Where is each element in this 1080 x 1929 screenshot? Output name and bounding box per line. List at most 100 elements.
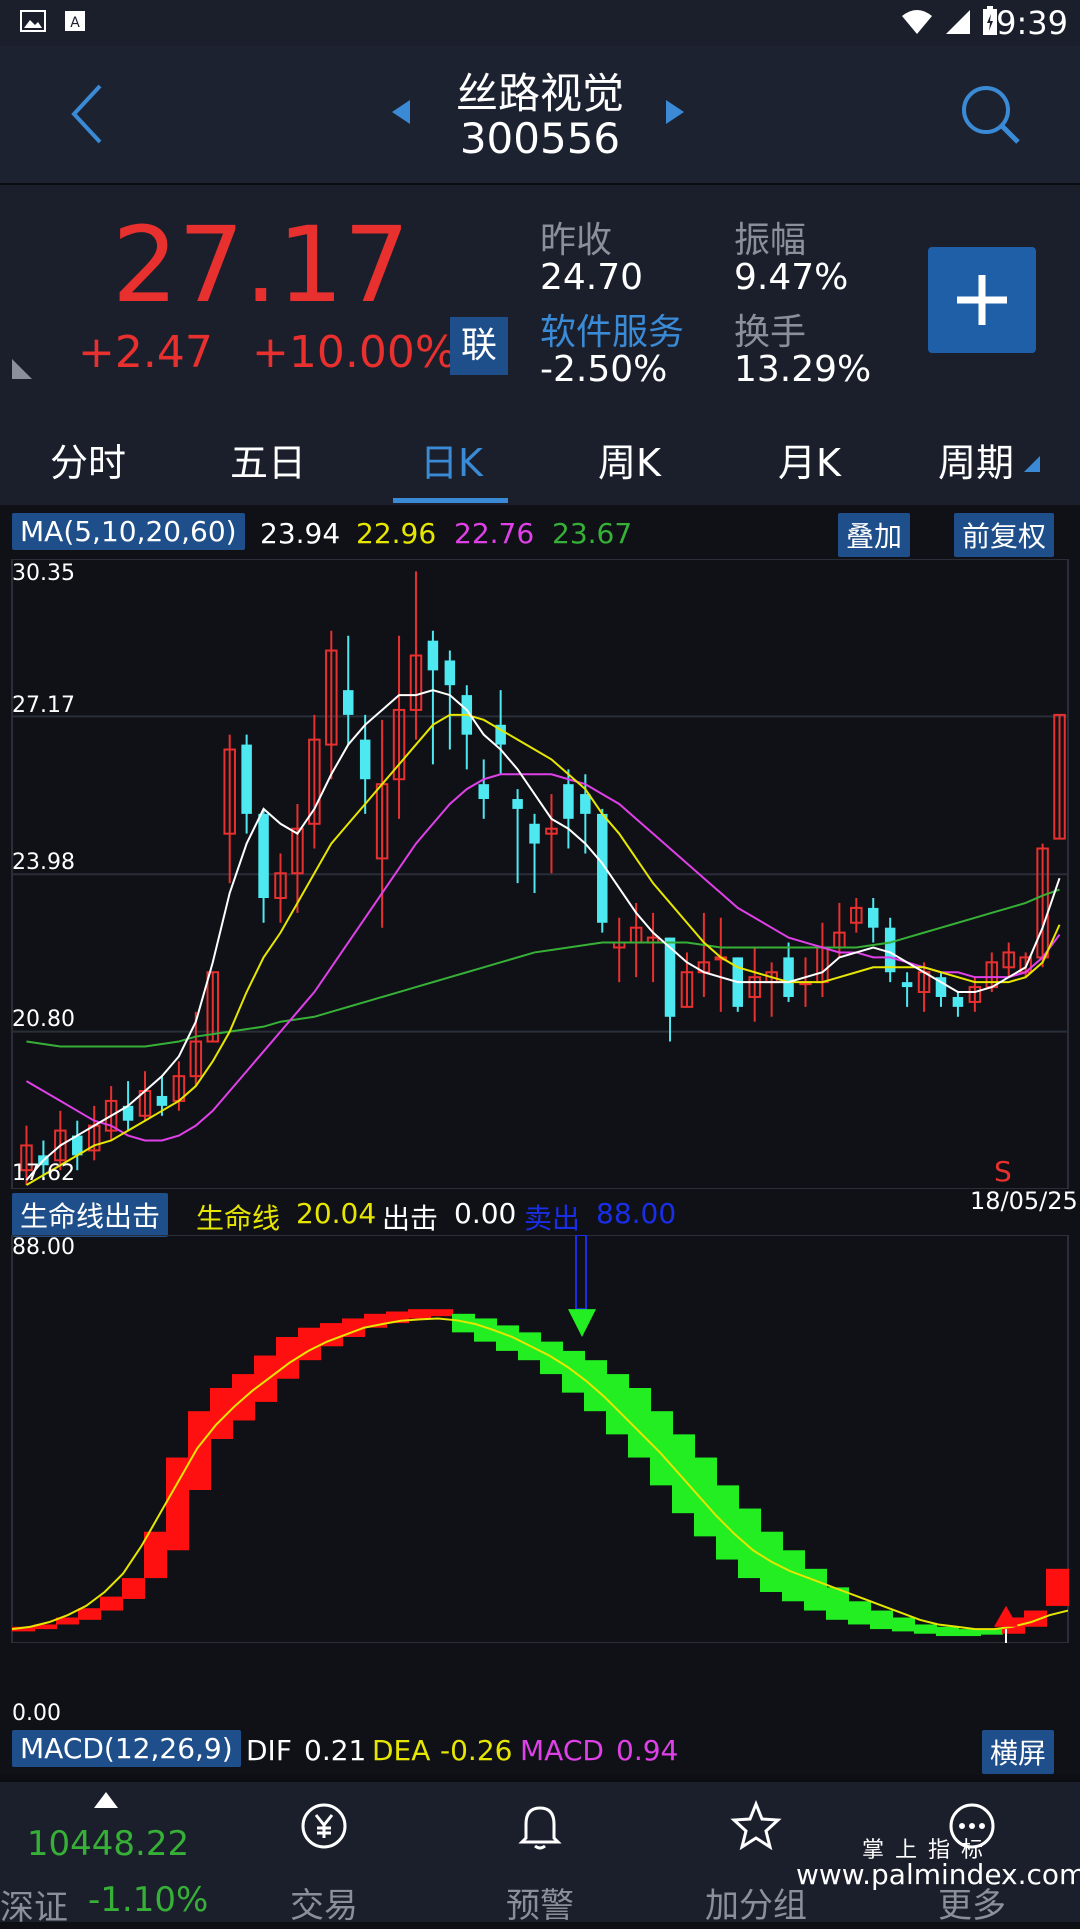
lifeline-bar-down xyxy=(804,1568,827,1611)
lifeline-bar-down xyxy=(958,1629,981,1637)
candlestick-chart[interactable] xyxy=(0,559,1080,1189)
tab-monthly-k[interactable]: 月K xyxy=(778,441,841,485)
lifeline-bar-down xyxy=(936,1626,959,1637)
lifeline-bar-down xyxy=(892,1617,915,1632)
back-icon[interactable] xyxy=(68,82,108,146)
lifeline-bar-up xyxy=(56,1617,79,1625)
lifeline-bar-up xyxy=(1046,1568,1069,1606)
lifeline-curve xyxy=(11,1317,1069,1631)
sector-link[interactable]: 软件服务 xyxy=(540,312,685,353)
indicator-y-min: 0.00 xyxy=(12,1701,61,1726)
clock: 9:39 xyxy=(996,4,1068,42)
next-stock-icon[interactable] xyxy=(664,98,686,126)
sell-arrow xyxy=(568,1309,596,1337)
star-icon xyxy=(730,1800,782,1851)
candle-up xyxy=(748,976,761,998)
candle-down xyxy=(512,799,523,809)
candle-down xyxy=(478,784,489,800)
candle-down xyxy=(664,937,676,1017)
candle-down xyxy=(901,982,913,988)
lifeline-bar-up xyxy=(100,1596,123,1611)
landscape-button[interactable]: 横屏 xyxy=(982,1730,1055,1774)
lifeline-bar-down xyxy=(694,1457,717,1537)
tab-daily-k[interactable]: 日K xyxy=(420,441,483,485)
ma60-line xyxy=(26,888,1060,1048)
lifeline-value: 20.04 xyxy=(296,1197,377,1230)
ma-indicator-label[interactable]: MA(5,10,20,60) xyxy=(12,513,245,550)
tab-period[interactable]: 周期 xyxy=(938,441,1015,485)
amplitude-label: 振幅 xyxy=(734,220,807,261)
lifeline-bar-down xyxy=(782,1550,805,1602)
search-icon[interactable] xyxy=(958,82,1022,146)
gallery-notification-icon xyxy=(20,10,46,32)
lifeline-indicator-chart[interactable] xyxy=(0,1235,1080,1643)
overlay-button[interactable]: 叠加 xyxy=(838,513,911,557)
more-dots-icon xyxy=(949,1803,995,1849)
index-change: -1.10% xyxy=(88,1880,209,1920)
lifeline-bar-down xyxy=(584,1360,607,1412)
candle-up xyxy=(223,748,236,835)
buy-arrow xyxy=(994,1605,1018,1627)
candle-down xyxy=(258,813,269,899)
stock-name: 丝路视觉 xyxy=(455,69,624,118)
candle-down xyxy=(72,1135,83,1156)
nav-alert-label: 预警 xyxy=(506,1886,574,1926)
price-adjust-button[interactable]: 前复权 xyxy=(954,513,1055,557)
lifeline-bar-down xyxy=(914,1624,937,1634)
tab-weekly-k[interactable]: 周K xyxy=(598,441,661,485)
watermark-url: www.palmindex.com xyxy=(796,1858,1080,1891)
ma10-line xyxy=(25,713,1061,1186)
trade-yen-icon xyxy=(301,1803,347,1849)
nav-watchlist[interactable]: 加分组 xyxy=(648,1782,864,1926)
nav-alert[interactable]: 预警 xyxy=(432,1782,648,1926)
lifeline-bar-down xyxy=(606,1374,629,1435)
lifeline-bar-down xyxy=(870,1610,893,1630)
macd-label: MACD xyxy=(520,1734,604,1767)
ma20-value: 22.76 xyxy=(454,517,535,550)
ma20-line xyxy=(25,773,1061,1142)
lifeline-bar-down xyxy=(826,1587,849,1620)
lifeline-bar-up xyxy=(254,1355,277,1402)
lifeline-bar-up xyxy=(166,1457,189,1551)
lifeline-bar-up xyxy=(298,1327,321,1361)
battery-icon xyxy=(983,6,997,35)
candle-down xyxy=(427,640,439,671)
candle-up xyxy=(104,1099,118,1132)
lifeline-bar-up xyxy=(34,1624,57,1630)
wifi-icon xyxy=(902,10,932,34)
candle-up xyxy=(680,971,694,1008)
y-axis-tick-3: 23.98 xyxy=(12,850,75,875)
linked-badge[interactable]: 联 xyxy=(450,317,508,375)
nav-more[interactable]: 更多 xyxy=(864,1782,1080,1926)
index-ticker[interactable]: 10448.22 深证 -1.10% xyxy=(0,1782,216,1928)
candle-down xyxy=(952,996,964,1007)
plus-icon xyxy=(957,275,1007,325)
price-change: +2.47 xyxy=(78,327,213,378)
sell-label: 卖出 xyxy=(524,1202,581,1235)
add-watchlist-button[interactable] xyxy=(928,247,1036,353)
prev-stock-icon[interactable] xyxy=(390,98,412,126)
candle-down xyxy=(935,977,947,997)
bottom-navigation: 10448.22 深证 -1.10% 交易 预警 加分组 更多 掌 上 指 标 … xyxy=(0,1780,1080,1928)
quote-panel: 27.17 +2.47 +10.00% 联 昨收 24.70 软件服务 -2.5… xyxy=(0,185,1080,410)
nav-trade[interactable]: 交易 xyxy=(216,1782,432,1926)
lifeline-bar-up xyxy=(342,1318,365,1337)
lifeline-bar-down xyxy=(474,1318,497,1342)
tab-five-day[interactable]: 五日 xyxy=(230,441,307,485)
candle-up xyxy=(545,827,558,835)
dea-label: DEA xyxy=(372,1734,431,1767)
y-axis-tick-4: 20.80 xyxy=(12,1007,75,1032)
candle-down xyxy=(597,813,608,923)
corner-expand-icon[interactable] xyxy=(10,357,34,381)
strike-value: 0.00 xyxy=(454,1197,517,1230)
lifeline-bar-up xyxy=(144,1531,167,1579)
candle-down xyxy=(529,823,540,844)
macd-indicator-label[interactable]: MACD(12,26,9) xyxy=(12,1730,241,1767)
lifeline-bar-up xyxy=(386,1311,409,1324)
dif-value: 0.21 xyxy=(304,1734,367,1767)
lifeline-indicator-label[interactable]: 生命线出击 xyxy=(12,1193,169,1237)
tab-intraday[interactable]: 分时 xyxy=(50,441,127,485)
indicator-frame xyxy=(11,1235,1069,1643)
sell-signal-bar xyxy=(575,1235,587,1311)
candle-down xyxy=(444,660,456,686)
